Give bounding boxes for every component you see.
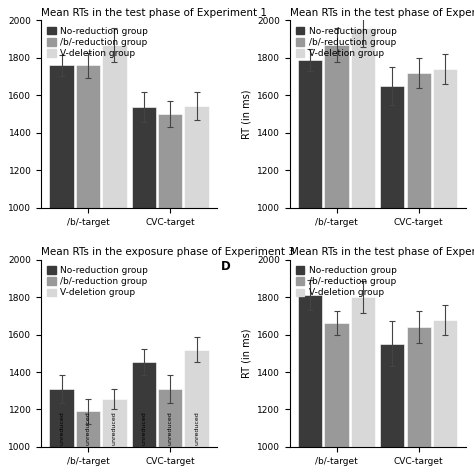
Bar xyxy=(298,295,322,447)
Bar xyxy=(324,45,349,208)
Bar xyxy=(184,106,209,208)
Bar xyxy=(407,73,431,208)
Text: unreduced: unreduced xyxy=(59,412,64,446)
Text: unreduced: unreduced xyxy=(112,412,117,446)
Bar xyxy=(380,344,404,447)
Bar xyxy=(76,65,100,208)
Bar xyxy=(433,69,457,208)
Bar xyxy=(351,28,375,208)
Bar xyxy=(158,389,182,447)
Legend: No-reduction group, /b/-reduction group, V-deletion group: No-reduction group, /b/-reduction group,… xyxy=(292,262,400,301)
Text: unreduced: unreduced xyxy=(194,412,199,446)
Text: unreduced: unreduced xyxy=(85,412,91,446)
Bar xyxy=(132,362,156,447)
Bar xyxy=(132,107,156,208)
Bar xyxy=(102,399,127,447)
Y-axis label: RT (in ms): RT (in ms) xyxy=(241,328,251,378)
Bar xyxy=(380,86,404,208)
Text: Mean RTs in the test phase of Experiment 2: Mean RTs in the test phase of Experiment… xyxy=(290,9,474,18)
Legend: No-reduction group, /b/-reduction group, V-deletion group: No-reduction group, /b/-reduction group,… xyxy=(292,23,400,62)
Bar xyxy=(351,297,375,447)
Text: Mean RTs in the test phase of Experiment 4: Mean RTs in the test phase of Experiment… xyxy=(290,247,474,257)
Bar xyxy=(158,114,182,208)
Text: Mean RTs in the exposure phase of Experiment 3: Mean RTs in the exposure phase of Experi… xyxy=(41,247,295,257)
Legend: No-reduction group, /b/-reduction group, V-deletion group: No-reduction group, /b/-reduction group,… xyxy=(44,262,152,301)
Text: D: D xyxy=(220,260,230,273)
Bar xyxy=(433,319,457,447)
Bar xyxy=(298,60,322,208)
Text: Mean RTs in the test phase of Experiment 1: Mean RTs in the test phase of Experiment… xyxy=(41,9,267,18)
Bar xyxy=(184,349,209,447)
Text: unreduced: unreduced xyxy=(141,412,146,446)
Bar xyxy=(49,65,74,208)
Y-axis label: RT (in ms): RT (in ms) xyxy=(241,90,251,139)
Legend: No-reduction group, /b/-reduction group, V-deletion group: No-reduction group, /b/-reduction group,… xyxy=(44,23,152,62)
Bar xyxy=(324,323,349,447)
Text: unreduced: unreduced xyxy=(168,412,173,446)
Bar xyxy=(76,411,100,447)
Bar xyxy=(49,389,74,447)
Bar xyxy=(102,45,127,208)
Bar xyxy=(407,327,431,447)
